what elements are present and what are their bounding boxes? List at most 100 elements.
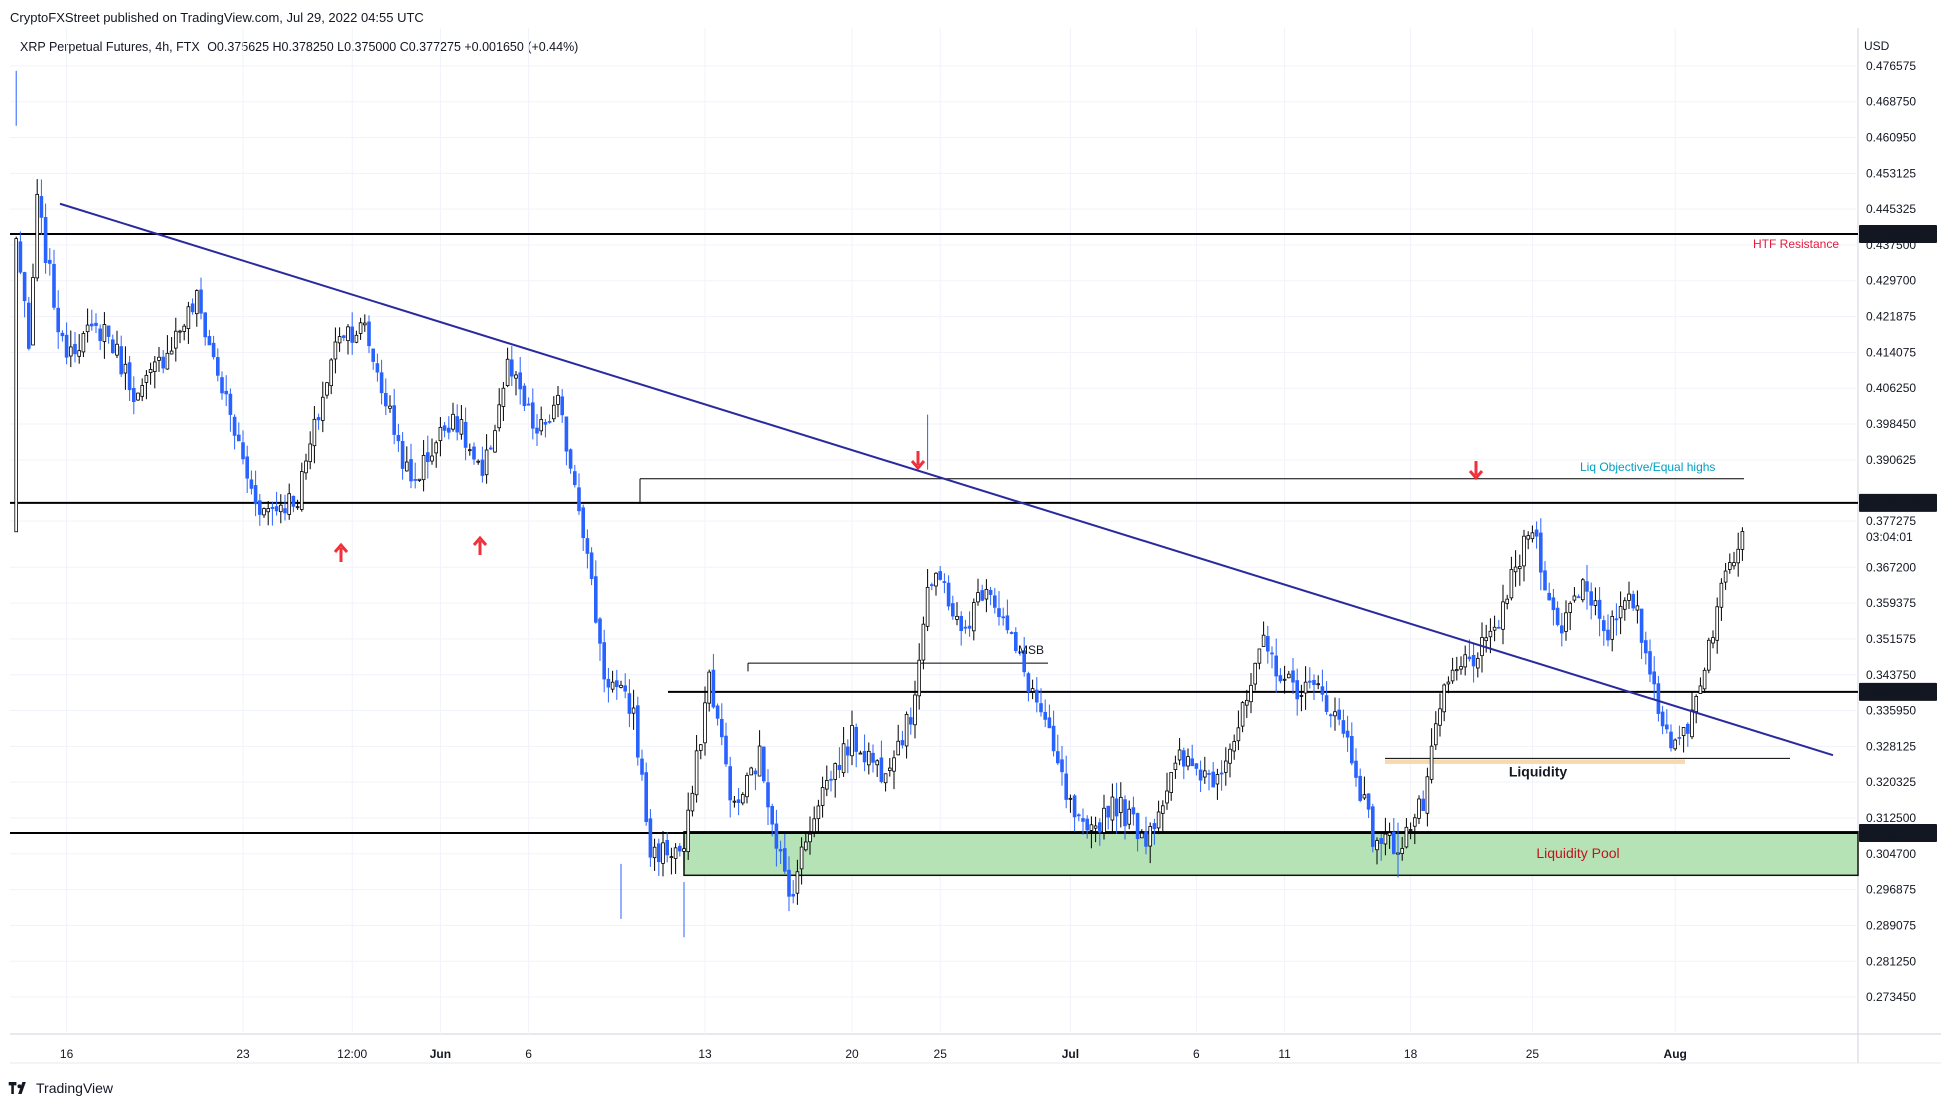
y-tick-label: 0.320325 [1866, 775, 1916, 789]
candle-body [799, 846, 804, 870]
candle-body [816, 805, 821, 820]
price-scale[interactable]: 0.476575 0.468750 0.460950 0.453125 0.445325… [1866, 59, 1916, 1004]
candle-body [476, 460, 480, 463]
candle-body [589, 552, 594, 579]
candle-body [148, 369, 153, 374]
candle-body [1673, 739, 1678, 750]
candle-body [1165, 790, 1169, 804]
symbol-name[interactable]: XRP Perpetual Futures, 4h, FTX [20, 40, 200, 54]
candle-body [1333, 711, 1337, 717]
candle-body [1089, 824, 1094, 831]
candle-body [488, 447, 493, 450]
candle-body [1623, 600, 1627, 610]
candle-body [446, 427, 451, 433]
tradingview-footer[interactable]: TradingView [8, 1080, 113, 1096]
candle-body [577, 487, 581, 512]
candle-body [1639, 608, 1644, 643]
candle-body [867, 750, 871, 766]
candle-body [1375, 840, 1379, 851]
candle-body [123, 363, 128, 374]
y-tick-label: 0.343750 [1866, 668, 1916, 682]
candle-body [1072, 795, 1077, 818]
candle-body [18, 241, 23, 273]
candle-body [56, 307, 60, 333]
candle-body [976, 592, 980, 603]
candle-body [829, 778, 833, 781]
candle-body [707, 671, 711, 704]
y-tick-label: 0.359375 [1866, 596, 1916, 610]
candle-body [1190, 758, 1195, 767]
candle-body [1404, 826, 1409, 848]
candle-body [732, 800, 737, 803]
candle-body [438, 426, 443, 442]
candle-body [1047, 717, 1052, 729]
x-tick-label: Jul [1062, 1047, 1079, 1061]
candle-body [619, 684, 623, 688]
trendlines[interactable] [59, 202, 1834, 757]
candle-body [1644, 640, 1648, 654]
candle-body [178, 330, 182, 333]
candle-body [220, 377, 224, 394]
y-tick-label: 0.460950 [1866, 130, 1916, 144]
candle-body [749, 767, 753, 776]
candle-body [1518, 566, 1522, 570]
candle-body [451, 413, 455, 430]
candle-body [1450, 669, 1455, 682]
candle-body [1484, 637, 1489, 642]
candle-body [1026, 673, 1031, 692]
candle-body [249, 479, 254, 489]
candle-body [1526, 535, 1531, 540]
candle-body [367, 321, 371, 347]
candle-body [329, 359, 333, 387]
candle-body [241, 442, 245, 460]
candle-body [1161, 805, 1165, 814]
candle-body [1652, 671, 1657, 685]
liquidity-band [1385, 759, 1685, 764]
candle-body [493, 430, 497, 453]
candle-body [39, 196, 44, 218]
candle-body [699, 744, 703, 751]
candle-body [1043, 711, 1048, 720]
descending-trendline[interactable] [59, 202, 1834, 757]
x-tick-label: 18 [1404, 1047, 1418, 1061]
candle-body [1560, 625, 1564, 634]
y-tick-label: 0.367200 [1866, 560, 1916, 574]
candle-body [295, 506, 300, 509]
arrow-head [472, 535, 488, 546]
candle-body [728, 766, 732, 801]
candle-body [404, 461, 409, 472]
candle-body [1173, 762, 1178, 771]
arrow-head [333, 542, 349, 553]
candle-body [1308, 680, 1312, 683]
candle-body [892, 757, 896, 772]
level-price-label: 0.439900 [1873, 227, 1923, 241]
time-scale[interactable]: 16 23 12:00 Jun 6 13 20 25 Jul 6 11 18 25 Aug [60, 1047, 1687, 1061]
candle-body [1736, 548, 1741, 564]
candle-body [106, 325, 111, 337]
candle-body [77, 350, 82, 357]
y-tick-label: 0.312500 [1866, 811, 1916, 825]
candle-body [1009, 632, 1014, 634]
candle-body [1392, 831, 1396, 855]
candle-body [262, 508, 266, 516]
x-tick-label: 23 [236, 1047, 250, 1061]
candle-body [1488, 630, 1493, 638]
candle-body [825, 780, 829, 790]
candle-body [858, 752, 863, 755]
candle-body [1140, 832, 1144, 839]
candle-body [1005, 615, 1010, 631]
candle-body [1602, 620, 1606, 632]
candle-body [421, 454, 426, 481]
candle-body [598, 618, 602, 644]
candle-body [846, 746, 850, 756]
candle-body [1581, 579, 1585, 601]
x-tick-label: 16 [60, 1047, 74, 1061]
candle-body [312, 418, 317, 447]
x-tick-label: 25 [1526, 1047, 1540, 1061]
candle-body [1156, 811, 1161, 829]
candle-body [131, 387, 136, 402]
horizontal-levels[interactable]: 0.439900 0.381250 0.340025 0.309225 [10, 224, 1937, 843]
candle-body [43, 217, 48, 263]
candle-body [270, 507, 275, 509]
